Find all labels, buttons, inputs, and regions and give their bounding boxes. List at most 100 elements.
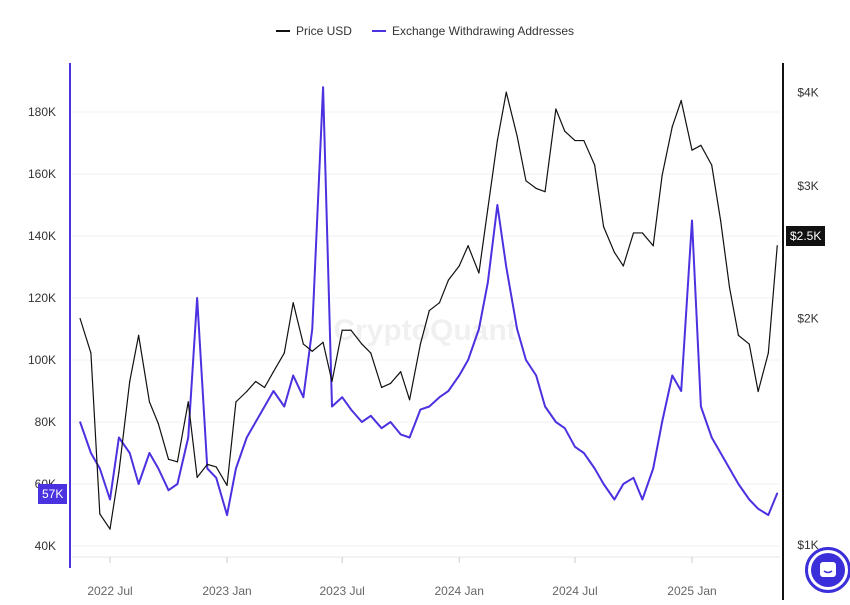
price-point [361, 343, 363, 345]
price-point [757, 390, 759, 393]
price-point [215, 466, 217, 468]
addresses-point [776, 492, 779, 495]
price-line [79, 91, 778, 530]
price-point [447, 279, 449, 281]
addresses-point [109, 498, 111, 501]
x-tick-label: 2024 Jan [435, 584, 484, 598]
right-tick-label: $2K [797, 312, 818, 326]
addresses-point [505, 266, 508, 268]
price-point [535, 187, 537, 189]
price-point [467, 245, 469, 247]
price-point [255, 380, 257, 383]
price-point [574, 139, 576, 142]
price-point [525, 180, 527, 182]
price-point [622, 265, 624, 267]
addresses-point [563, 427, 566, 430]
legend-item-addresses[interactable]: Exchange Withdrawing Addresses [371, 24, 574, 38]
x-tick-label: 2023 Jul [319, 584, 364, 598]
addresses-point [438, 396, 441, 399]
addresses-point [516, 328, 518, 330]
price-point [263, 386, 266, 389]
addresses-point [641, 498, 644, 501]
addresses-point [710, 436, 713, 439]
addresses-point [322, 86, 324, 88]
price-point [283, 352, 285, 354]
addresses-point [350, 408, 352, 411]
addresses-point [583, 452, 585, 454]
addresses-point [544, 405, 546, 408]
left-tick-label: 40K [35, 539, 56, 553]
price-point [419, 343, 421, 345]
price-point [516, 135, 518, 137]
price-point [458, 265, 460, 267]
price-point [167, 458, 170, 460]
addresses-point [137, 483, 140, 485]
addresses-point [574, 446, 576, 448]
price-point [370, 352, 372, 354]
addresses-point [226, 514, 228, 516]
price-point [331, 380, 333, 383]
watermark: CryptoQuant [333, 314, 516, 347]
price-point [555, 108, 557, 110]
addresses-point [700, 405, 702, 408]
addresses-point [487, 281, 489, 284]
addresses-point [408, 436, 411, 439]
addresses-point [767, 514, 770, 516]
addresses-point [254, 421, 257, 423]
left-tick-label: 140K [28, 229, 56, 243]
price-point [176, 461, 179, 463]
addresses-point [428, 405, 431, 408]
addresses-point [691, 219, 693, 222]
addresses-point [79, 421, 81, 423]
addresses-point [187, 436, 190, 439]
price-point [613, 251, 616, 253]
price-point [196, 476, 198, 478]
addresses-point [157, 467, 160, 470]
addresses-point [613, 498, 616, 501]
addresses-point [235, 467, 237, 470]
price-point [206, 463, 208, 465]
addresses-point [176, 483, 179, 485]
addresses-point [632, 477, 635, 479]
price-point [408, 399, 411, 401]
price-point [90, 352, 92, 354]
legend-item-price[interactable]: Price USD [275, 24, 352, 38]
price-point [680, 99, 682, 102]
addresses-point [496, 204, 499, 206]
right-tick-label: $4K [797, 85, 818, 99]
price-point [776, 245, 778, 247]
addresses-point [525, 359, 527, 361]
addresses-line [79, 86, 779, 516]
addresses-point [652, 467, 654, 470]
price-point [496, 139, 498, 142]
price-point [594, 164, 596, 166]
price-point [109, 528, 111, 530]
price-point [148, 401, 151, 403]
addresses-point [311, 328, 314, 330]
x-tick-label: 2024 Jul [552, 584, 597, 598]
price-point [400, 371, 402, 373]
addresses-point [737, 483, 740, 485]
addresses-point [757, 508, 759, 510]
addresses-point [292, 374, 294, 377]
addresses-point [447, 390, 450, 392]
price-point [602, 226, 605, 228]
left-tick-label: 100K [28, 353, 56, 367]
price-point [272, 371, 275, 373]
price-point [292, 302, 294, 304]
addresses-point [380, 427, 383, 430]
price-point [246, 390, 248, 393]
price-point [187, 401, 189, 403]
current-addresses-badge: 57K [38, 484, 68, 504]
chat-button[interactable] [805, 547, 850, 593]
addresses-point [458, 374, 461, 377]
addresses-point [331, 405, 333, 408]
addresses-point [419, 408, 422, 411]
addresses-point [215, 477, 218, 479]
price-point [381, 386, 383, 389]
price-point [341, 329, 343, 331]
price-point [129, 380, 131, 383]
addresses-point [99, 467, 101, 470]
addresses-point [245, 436, 248, 439]
